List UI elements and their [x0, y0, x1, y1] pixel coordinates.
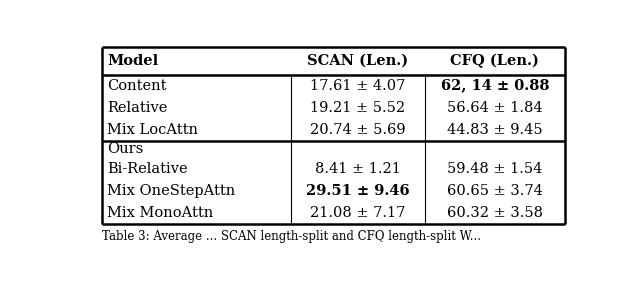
- Text: Bi-Relative: Bi-Relative: [108, 161, 188, 176]
- Text: 59.48 ± 1.54: 59.48 ± 1.54: [447, 161, 543, 176]
- Text: Mix OneStepAttn: Mix OneStepAttn: [108, 184, 236, 198]
- Text: 19.21 ± 5.52: 19.21 ± 5.52: [310, 101, 405, 115]
- Text: SCAN (Len.): SCAN (Len.): [307, 54, 408, 68]
- Text: 20.74 ± 5.69: 20.74 ± 5.69: [310, 122, 406, 137]
- Text: 56.64 ± 1.84: 56.64 ± 1.84: [447, 101, 543, 115]
- Text: 29.51 ± 9.46: 29.51 ± 9.46: [306, 184, 410, 198]
- Text: Mix MonoAttn: Mix MonoAttn: [108, 206, 214, 220]
- Text: 44.83 ± 9.45: 44.83 ± 9.45: [447, 122, 543, 137]
- Text: 62, 14 ± 0.88: 62, 14 ± 0.88: [441, 79, 549, 93]
- Text: CFQ (Len.): CFQ (Len.): [451, 54, 540, 68]
- Text: 17.61 ± 4.07: 17.61 ± 4.07: [310, 79, 406, 93]
- Text: Ours: Ours: [108, 142, 143, 156]
- Text: Relative: Relative: [108, 101, 168, 115]
- Text: 60.32 ± 3.58: 60.32 ± 3.58: [447, 206, 543, 220]
- Text: Mix LocAttn: Mix LocAttn: [108, 122, 198, 137]
- Text: 8.41 ± 1.21: 8.41 ± 1.21: [315, 161, 401, 176]
- Text: Model: Model: [108, 54, 159, 68]
- Text: Table 3: Average ... SCAN length-split and CFQ length-split W...: Table 3: Average ... SCAN length-split a…: [102, 230, 481, 243]
- Text: 21.08 ± 7.17: 21.08 ± 7.17: [310, 206, 406, 220]
- Text: 60.65 ± 3.74: 60.65 ± 3.74: [447, 184, 543, 198]
- Text: Content: Content: [108, 79, 167, 93]
